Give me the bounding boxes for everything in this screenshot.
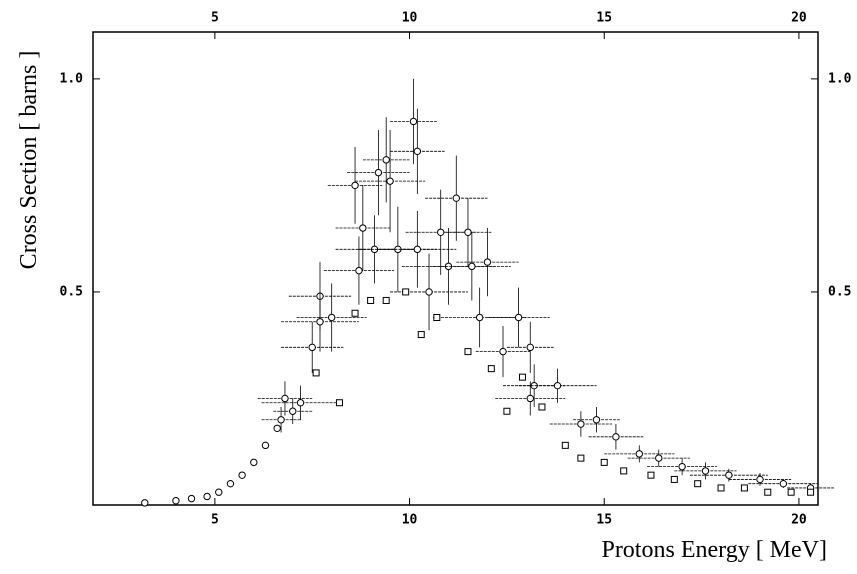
- point: [367, 296, 375, 304]
- point: [402, 288, 410, 296]
- y-tick-label: 1.0: [60, 71, 84, 86]
- y-tick-label: 0.5: [60, 284, 83, 299]
- point: [518, 373, 526, 381]
- point: [351, 309, 359, 317]
- point: [483, 258, 492, 266]
- point: [308, 343, 316, 352]
- point: [678, 462, 686, 471]
- point: [316, 318, 324, 326]
- point: [187, 494, 196, 503]
- point: [503, 407, 511, 415]
- point: [425, 288, 433, 296]
- point: [413, 245, 422, 254]
- point: [172, 497, 180, 505]
- point: [592, 416, 601, 424]
- point: [312, 369, 320, 377]
- point: [553, 381, 562, 390]
- point: [382, 156, 390, 164]
- point: [359, 224, 367, 232]
- point: [487, 365, 495, 373]
- point: [526, 394, 534, 403]
- point: [238, 471, 246, 479]
- point: [226, 479, 235, 488]
- point: [386, 177, 394, 185]
- point: [413, 147, 422, 156]
- point: [647, 471, 655, 479]
- point: [417, 331, 425, 339]
- point: [612, 433, 620, 441]
- point: [701, 467, 710, 475]
- point: [764, 488, 772, 496]
- point: [620, 467, 628, 475]
- point: [281, 394, 289, 403]
- point: [335, 399, 343, 407]
- point: [433, 314, 441, 322]
- point: [374, 168, 383, 177]
- x2-tick-label: 5: [211, 11, 219, 26]
- point: [787, 488, 795, 496]
- point: [514, 313, 523, 322]
- plot-frame: [92, 31, 819, 506]
- point: [670, 475, 678, 483]
- point: [779, 479, 788, 488]
- point: [215, 488, 223, 496]
- point: [437, 228, 445, 236]
- point: [655, 454, 663, 462]
- x-tick-label: 10: [402, 513, 418, 528]
- x-tick-label: 20: [791, 513, 807, 528]
- point: [203, 492, 211, 501]
- point: [141, 499, 149, 507]
- point: [577, 454, 585, 462]
- y2-tick-label: 1.0: [828, 71, 852, 86]
- point: [327, 313, 336, 322]
- point: [296, 399, 305, 407]
- point: [561, 441, 569, 449]
- point: [464, 228, 472, 236]
- point: [355, 266, 363, 275]
- x2-tick-label: 20: [791, 11, 807, 26]
- point: [526, 343, 534, 352]
- point: [577, 420, 585, 428]
- point: [289, 407, 297, 415]
- point: [635, 450, 643, 458]
- point: [382, 296, 390, 304]
- point: [468, 262, 476, 271]
- point: [273, 424, 281, 432]
- point: [756, 475, 764, 484]
- point: [600, 458, 608, 466]
- point: [499, 347, 507, 356]
- point: [277, 416, 285, 424]
- x-tick-label: 5: [211, 513, 219, 528]
- point: [452, 194, 460, 202]
- point: [694, 480, 702, 488]
- point: [351, 181, 359, 190]
- point: [740, 484, 748, 492]
- point: [725, 471, 733, 479]
- point: [538, 403, 546, 411]
- point: [409, 117, 418, 126]
- x-axis-title: Protons Energy [ MeV]: [601, 537, 827, 563]
- y-axis-title: Cross Section [ barns ]: [16, 51, 42, 270]
- point: [261, 441, 270, 450]
- point: [464, 348, 472, 356]
- point: [717, 484, 725, 492]
- point: [807, 488, 815, 496]
- point: [250, 458, 258, 467]
- point: [475, 313, 484, 322]
- x2-tick-label: 10: [402, 11, 418, 26]
- y2-tick-label: 0.5: [828, 284, 851, 299]
- x-tick-label: 15: [596, 513, 612, 528]
- x2-tick-label: 15: [596, 11, 612, 26]
